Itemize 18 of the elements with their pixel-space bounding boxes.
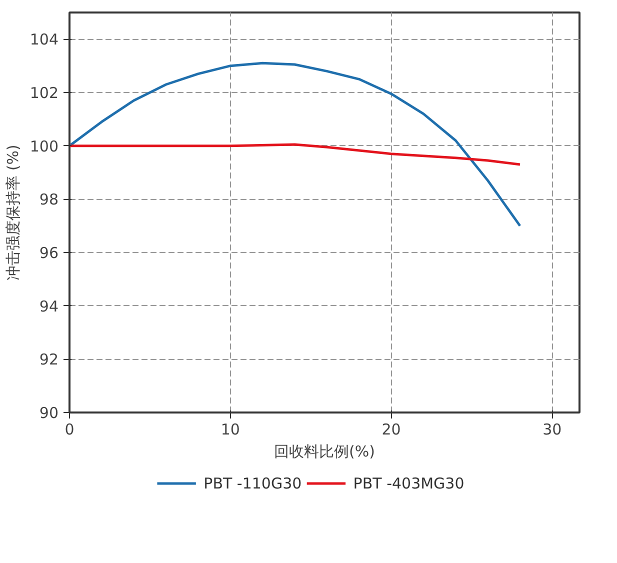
legend-label: PBT -403MG30 (353, 474, 464, 492)
legend-label: PBT -110G30 (204, 474, 302, 492)
y-tick-label: 96 (39, 244, 59, 262)
y-tick-label: 92 (39, 350, 59, 369)
x-tick-label: 10 (220, 420, 240, 438)
y-axis-title: 冲击强度保持率 (%) (4, 144, 22, 280)
x-tick-label: 0 (64, 420, 74, 438)
x-tick-label: 20 (382, 420, 401, 438)
y-tick-label: 94 (39, 297, 59, 316)
y-tick-label: 104 (30, 30, 59, 49)
x-tick-label: 30 (542, 420, 562, 438)
x-axis-title: 回收料比例(%) (274, 442, 375, 460)
y-tick-label: 90 (39, 404, 59, 422)
y-tick-label: 102 (30, 84, 59, 102)
line-series (70, 62, 522, 228)
line-series (70, 143, 522, 166)
y-tick-label: 98 (39, 190, 59, 209)
y-tick-label: 100 (30, 137, 59, 156)
